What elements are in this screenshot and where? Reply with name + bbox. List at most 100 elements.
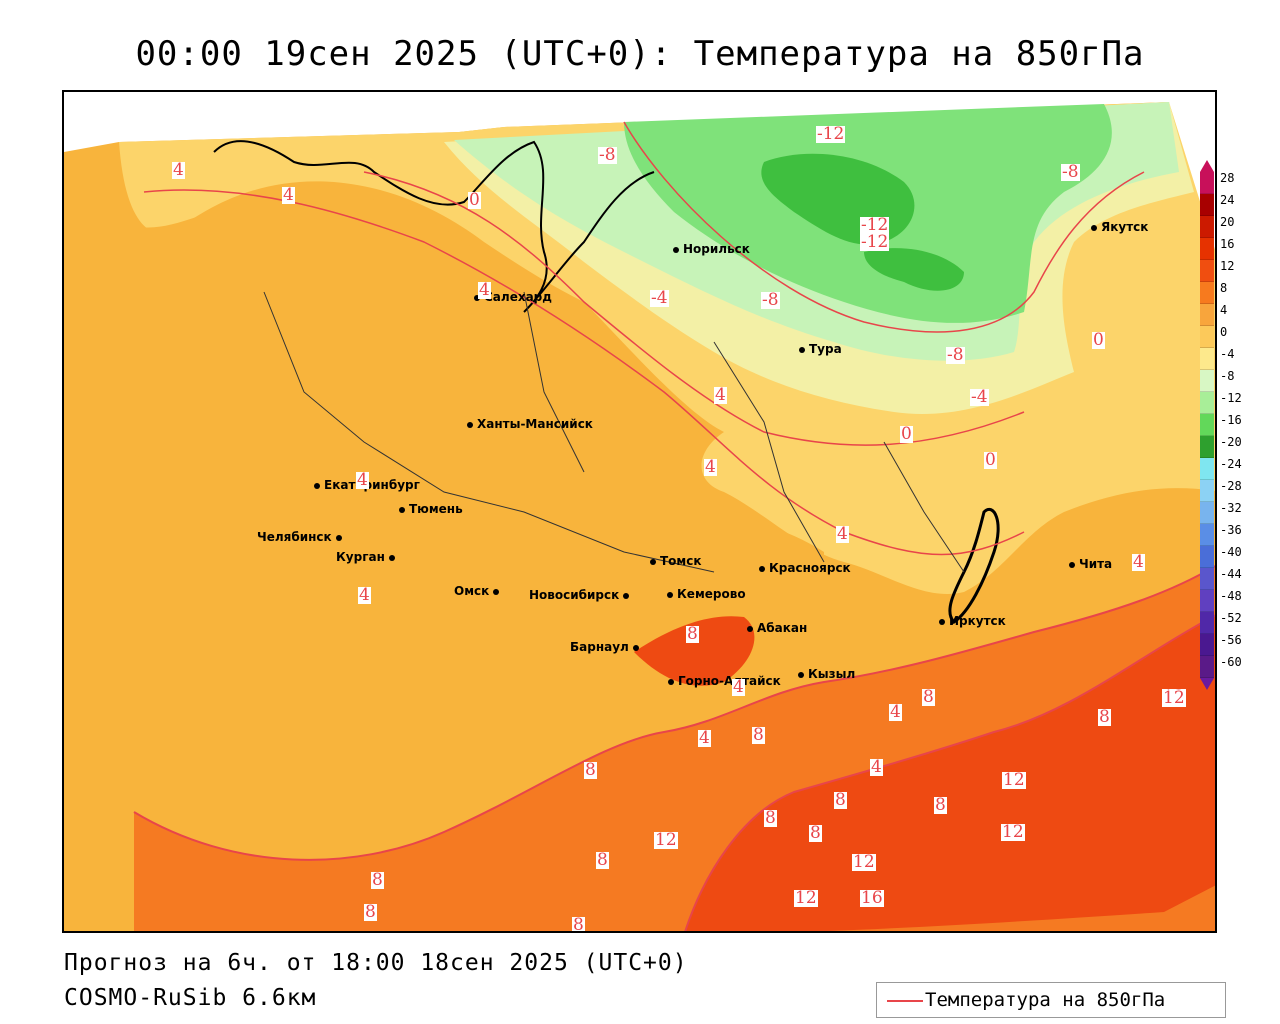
city-irkutsk: Иркутск	[939, 614, 1006, 628]
city-kemerovo: Кемерово	[667, 587, 746, 601]
contour-line-0	[363, 171, 1025, 446]
contour-label: 8	[686, 624, 699, 644]
city-barnaul: Барнаул	[570, 640, 643, 654]
city-salekhard: Салехард	[474, 290, 552, 304]
contour-label: -12	[860, 232, 890, 252]
zone-12-16	[685, 615, 1215, 931]
model-name: COSMO-RuSib 6.6км	[64, 985, 317, 1011]
colorbar-segment	[1200, 480, 1214, 502]
colorbar-label: -32	[1220, 501, 1242, 515]
colorbar-segment	[1200, 414, 1214, 436]
contour-label: 0	[900, 424, 913, 444]
colorbar-segment	[1200, 502, 1214, 524]
city-tura: Тура	[799, 342, 842, 356]
colorbar-label: -56	[1220, 633, 1242, 647]
colorbar-label: -16	[1220, 413, 1242, 427]
contour-label: 8	[934, 795, 947, 815]
contour-label: 16	[860, 888, 884, 908]
contour-label: 8	[572, 915, 585, 933]
colorbar-segment	[1200, 568, 1214, 590]
city-yakutsk: Якутск	[1091, 220, 1148, 234]
colorbar-segment	[1200, 216, 1214, 238]
contour-label: 8	[584, 760, 597, 780]
map-title: 00:00 19сен 2025 (UTC+0): Температура на…	[135, 34, 1145, 74]
colorbar-label: 0	[1220, 325, 1228, 339]
city-tomsk: Томск	[650, 554, 702, 568]
contour-label: 4	[1132, 552, 1145, 572]
zone-altai	[634, 616, 755, 686]
forecast-info: Прогноз на 6ч. от 18:00 18сен 2025 (UTC+…	[64, 950, 688, 976]
temperature-map[interactable]: Якутск Норильск Салехард Тура Ханты-Манс…	[62, 90, 1217, 933]
contour-label: 8	[922, 687, 935, 707]
colorbar-label: 12	[1220, 259, 1235, 273]
contour-label: 4	[732, 677, 745, 697]
colorbar-top-arrow	[1200, 160, 1214, 172]
contour-line-8	[133, 565, 1215, 861]
colorbar-segment	[1200, 326, 1214, 348]
contour-label: 8	[371, 870, 384, 890]
colorbar-label: -52	[1220, 611, 1242, 625]
colorbar-segment	[1200, 282, 1214, 304]
colorbar-segment	[1200, 238, 1214, 260]
contour-label: 0	[1092, 330, 1105, 350]
admin-borders	[263, 291, 965, 573]
contour-label: 4	[358, 585, 371, 605]
colorbar-label: 16	[1220, 237, 1235, 251]
colorbar-label: -20	[1220, 435, 1242, 449]
zone-west-orange	[124, 191, 824, 612]
legend-line	[887, 1000, 923, 1002]
contour-label: -8	[1061, 162, 1080, 182]
contour-label: 4	[714, 385, 727, 405]
contour-label: 8	[834, 790, 847, 810]
contour-label: 4	[704, 457, 717, 477]
colorbar-label: 28	[1220, 171, 1235, 185]
colorbar	[1200, 160, 1214, 690]
contour-label: 8	[364, 902, 377, 922]
legend-label: Температура на 850гПа	[925, 989, 1166, 1011]
colorbar-label: -48	[1220, 589, 1242, 603]
colorbar-segment	[1200, 172, 1214, 194]
contour-label: 4	[836, 524, 849, 544]
contour-label: 4	[698, 728, 711, 748]
city-chelyabinsk: Челябинск	[257, 530, 346, 544]
contour-label: 0	[468, 190, 481, 210]
city-khanty-mansiysk: Ханты-Мансийск	[467, 417, 593, 431]
contour-label: 4	[870, 757, 883, 777]
contour-label: 0	[984, 450, 997, 470]
colorbar-label: 4	[1220, 303, 1228, 317]
colorbar-segment	[1200, 304, 1214, 326]
contour-label: -4	[650, 288, 669, 308]
contour-label: -12	[860, 215, 890, 235]
contour-line-12	[684, 614, 1215, 931]
city-abakan: Абакан	[747, 621, 807, 635]
colorbar-bottom-arrow	[1200, 678, 1214, 690]
colorbar-label: 20	[1220, 215, 1235, 229]
colorbar-label: -4	[1220, 347, 1235, 361]
colorbar-label: -40	[1220, 545, 1242, 559]
colorbar-label: -28	[1220, 479, 1242, 493]
colorbar-segment	[1200, 524, 1214, 546]
contour-label: -4	[970, 387, 989, 407]
colorbar-label: -60	[1220, 655, 1242, 669]
colorbar-segment	[1200, 348, 1214, 370]
contour-label: 12	[1162, 688, 1186, 708]
colorbar-label: -36	[1220, 523, 1242, 537]
colorbar-segment	[1200, 436, 1214, 458]
contour-label: -8	[761, 290, 780, 310]
contour-label: 4	[356, 470, 369, 490]
city-norilsk: Норильск	[673, 242, 750, 256]
contour-label: -8	[598, 145, 617, 165]
colorbar-labels: 28 24 20 16 12 8 4 0 -4 -8 -12 -16 -20 -24 -28 -32 -36 -4…	[1220, 172, 1242, 678]
colorbar-label: -12	[1220, 391, 1242, 405]
colorbar-segment	[1200, 260, 1214, 282]
contour-label: 4	[889, 702, 902, 722]
contour-label: 12	[654, 830, 678, 850]
city-gorno-altaysk: Горно-Алтайск	[668, 674, 781, 688]
contour-label: 4	[478, 280, 491, 300]
colorbar-segment	[1200, 590, 1214, 612]
colorbar-label: 24	[1220, 193, 1235, 207]
contour-label: 12	[852, 852, 876, 872]
colorbar-label: 8	[1220, 281, 1228, 295]
colorbar-segment	[1200, 458, 1214, 480]
city-omsk: Омск	[454, 584, 503, 598]
